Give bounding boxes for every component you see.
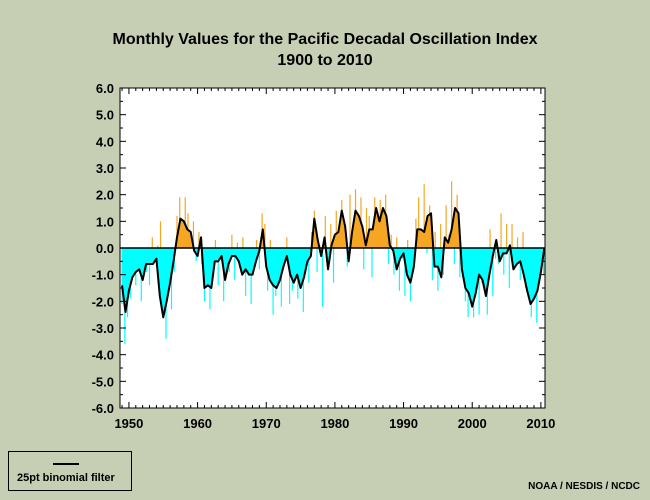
axes: 6.0 5.0 4.0 3.0 2.0 1.0 0.0 -1.0 -2.0 -3.0 -4.0 -5.…: [92, 81, 556, 431]
legend: 25pt binomial filter: [8, 451, 132, 491]
y-tick-label: 5.0: [96, 108, 114, 123]
negative-area: [530, 247, 535, 306]
negative-area: [248, 247, 253, 275]
negative-area: [272, 247, 277, 289]
y-tick-label: 2.0: [96, 188, 114, 203]
y-tick-label: -6.0: [92, 401, 114, 416]
y-tick-label: -3.0: [92, 321, 114, 336]
chart-subtitle: 1900 to 2010: [277, 52, 372, 69]
y-tick-label: 4.0: [96, 134, 114, 149]
x-tick-label: 2010: [526, 416, 555, 431]
negative-area: [207, 247, 212, 289]
y-tick-label: 1.0: [96, 214, 114, 229]
y-tick-label: -4.0: [92, 348, 114, 363]
y-tick-label: 6.0: [96, 81, 114, 96]
x-tick-label: 1980: [320, 416, 349, 431]
x-tick-label: 1990: [389, 416, 418, 431]
negative-area: [149, 247, 154, 265]
positive-area: [368, 229, 373, 249]
legend-label: 25pt binomial filter: [17, 472, 115, 484]
negative-area: [214, 247, 219, 262]
negative-area: [231, 247, 236, 257]
filter-line: [121, 207, 546, 319]
filter-line-layer: [121, 207, 546, 319]
y-tick-label: -2.0: [92, 294, 114, 309]
x-tick-label: 1950: [114, 416, 143, 431]
y-tick-label: -5.0: [92, 374, 114, 389]
y-tick-label: 3.0: [96, 161, 114, 176]
y-tick-label: 0.0: [96, 241, 114, 256]
chart-title: Monthly Values for the Pacific Decadal O…: [112, 31, 537, 48]
y-tick-label: -1.0: [92, 268, 114, 283]
x-tick-label: 2000: [458, 416, 487, 431]
positive-area: [180, 218, 185, 249]
negative-area: [145, 247, 150, 265]
legend-line-swatch: [53, 463, 79, 465]
x-tick-label: 1960: [183, 416, 212, 431]
source-credit: NOAA / NESDIS / NCDC: [528, 481, 640, 492]
negative-area: [135, 247, 140, 273]
x-tick-label: 1970: [252, 416, 281, 431]
